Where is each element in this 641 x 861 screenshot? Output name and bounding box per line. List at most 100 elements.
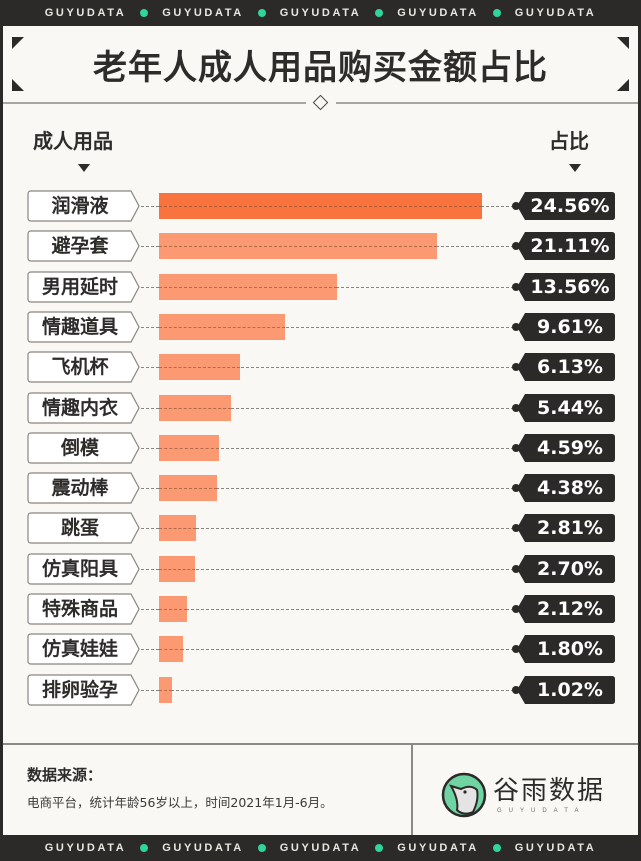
category-label-tag: 润滑液 bbox=[27, 190, 140, 222]
data-bar bbox=[159, 193, 482, 219]
data-bar bbox=[159, 475, 217, 502]
category-label-tag: 震动棒 bbox=[27, 472, 140, 504]
logo-subtext: GUYUDATA bbox=[497, 808, 586, 814]
category-label-tag: 情趣道具 bbox=[27, 311, 140, 343]
bar-row: 情趣道具 9.61% bbox=[3, 311, 638, 343]
value-label: 1.80% bbox=[537, 638, 603, 661]
banner-word: GUYUDATA bbox=[162, 7, 244, 19]
corner-mark-icon bbox=[617, 37, 629, 49]
data-bar bbox=[159, 555, 195, 582]
category-label-tag: 飞机杯 bbox=[27, 351, 140, 383]
category-label-tag: 倒模 bbox=[27, 432, 140, 464]
value-tag-shape bbox=[512, 474, 615, 503]
label-tag-shape bbox=[27, 190, 140, 222]
category-label: 特殊商品 bbox=[41, 598, 118, 620]
value-tag: 13.56% bbox=[511, 272, 615, 302]
value-tag: 1.02% bbox=[511, 675, 615, 705]
bar-leader-line bbox=[159, 407, 231, 409]
value-tag: 2.12% bbox=[511, 594, 615, 624]
value-label: 2.70% bbox=[537, 557, 603, 580]
value-tag: 1.80% bbox=[511, 634, 615, 664]
bar-leader-line bbox=[159, 367, 240, 369]
chart-panel: 老年人成人用品购买金额占比 成人用品 占比 润滑液 24.56% bbox=[3, 26, 638, 835]
source-title: 数据来源： bbox=[27, 766, 103, 784]
data-bar bbox=[159, 515, 196, 542]
category-label: 震动棒 bbox=[51, 477, 109, 500]
category-label: 男用延时 bbox=[41, 275, 118, 298]
category-label-tag: 特殊商品 bbox=[27, 593, 140, 625]
value-tag-shape bbox=[512, 232, 615, 261]
leader-line bbox=[141, 488, 514, 490]
bar-row: 情趣内衣 5.44% bbox=[3, 391, 638, 424]
data-bar bbox=[159, 434, 220, 461]
label-tag-shape bbox=[27, 673, 140, 706]
leader-line bbox=[141, 689, 514, 691]
bar-leader-line bbox=[159, 246, 437, 248]
category-label: 润滑液 bbox=[51, 195, 109, 217]
label-tag-shape bbox=[27, 553, 140, 585]
value-label: 2.81% bbox=[537, 517, 603, 540]
leader-line bbox=[141, 649, 514, 651]
category-label: 避孕套 bbox=[51, 235, 109, 258]
bar-leader-line bbox=[159, 609, 187, 610]
value-tag-shape bbox=[512, 514, 615, 543]
data-bar bbox=[159, 354, 240, 381]
bar-row: 震动棒 4.38% bbox=[3, 472, 638, 504]
value-tag: 4.38% bbox=[511, 473, 615, 503]
value-tag-shape bbox=[512, 312, 615, 341]
banner-word: GUYUDATA bbox=[514, 842, 597, 854]
value-tag-shape bbox=[512, 635, 615, 664]
green-dot-icon bbox=[257, 9, 266, 17]
value-label: 24.56% bbox=[530, 195, 610, 217]
title-area: 老年人成人用品购买金额占比 bbox=[3, 26, 638, 102]
value-tag-shape bbox=[512, 554, 615, 583]
green-dot-icon bbox=[140, 844, 149, 852]
category-label-tag: 男用延时 bbox=[27, 270, 140, 303]
bar-leader-line bbox=[159, 488, 217, 490]
category-label: 排卵验孕 bbox=[41, 678, 118, 701]
label-tag-shape bbox=[27, 593, 140, 625]
bar-leader-line bbox=[159, 568, 195, 570]
data-bar bbox=[159, 676, 173, 703]
bar-row: 仿真阳具 2.70% bbox=[3, 553, 638, 585]
bar-row: 避孕套 21.11% bbox=[3, 230, 638, 262]
bar-row: 润滑液 24.56% bbox=[3, 190, 638, 222]
bar-leader-line bbox=[159, 206, 482, 207]
footer-divider bbox=[3, 743, 638, 745]
data-bar bbox=[159, 233, 437, 260]
leader-line bbox=[141, 568, 514, 570]
category-label-tag: 仿真娃娃 bbox=[27, 633, 140, 665]
value-tag-shape bbox=[512, 433, 615, 462]
bar-row: 倒模 4.59% bbox=[3, 432, 638, 464]
leader-line bbox=[141, 609, 514, 610]
bar-leader-line bbox=[159, 447, 220, 449]
label-tag-shape bbox=[27, 391, 140, 424]
data-bar bbox=[159, 273, 338, 300]
corner-mark-icon bbox=[617, 79, 629, 91]
value-tag: 6.13% bbox=[511, 352, 615, 382]
banner-word: GUYUDATA bbox=[397, 7, 479, 19]
share-column-header: 占比 bbox=[549, 129, 589, 153]
value-tag-shape bbox=[512, 595, 615, 623]
bar-leader-line bbox=[159, 528, 196, 530]
green-dot-icon bbox=[257, 844, 266, 852]
value-label: 6.13% bbox=[537, 356, 603, 379]
label-tag-shape bbox=[27, 351, 140, 383]
value-label: 5.44% bbox=[537, 396, 603, 419]
label-tag-shape bbox=[27, 230, 140, 262]
chart-title: 老年人成人用品购买金额占比 bbox=[93, 48, 548, 88]
value-tag: 5.44% bbox=[511, 393, 615, 423]
category-label: 仿真娃娃 bbox=[41, 638, 118, 661]
category-label-tag: 仿真阳具 bbox=[27, 553, 140, 585]
green-dot-icon bbox=[375, 9, 384, 17]
value-label: 21.11% bbox=[530, 235, 610, 258]
data-bar bbox=[159, 313, 286, 340]
green-dot-icon bbox=[140, 9, 149, 17]
data-bar bbox=[159, 636, 183, 663]
green-dot-icon bbox=[375, 844, 384, 852]
green-dot-icon bbox=[492, 844, 501, 852]
category-label-tag: 排卵验孕 bbox=[27, 673, 140, 706]
category-label: 跳蛋 bbox=[60, 517, 99, 540]
bottom-banner: GUYUDATA GUYUDATA GUYUDATA GUYUDATA GUYUDATA bbox=[0, 835, 641, 861]
category-column-header: 成人用品 bbox=[33, 129, 113, 153]
